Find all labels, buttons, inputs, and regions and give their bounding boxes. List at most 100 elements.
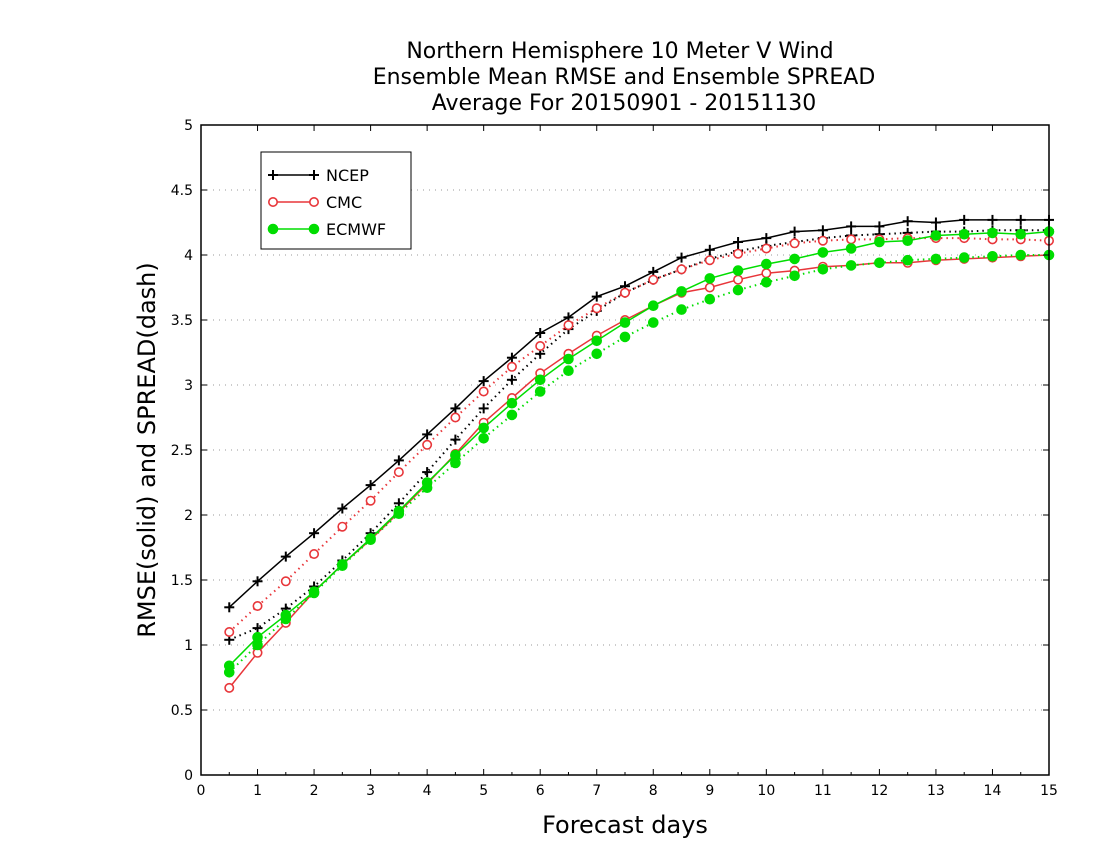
- ncep-rmse-point-0: [224, 602, 235, 613]
- ncep-spread-point-1: [252, 623, 263, 634]
- ecmwf-rmse-point-11: [534, 374, 546, 386]
- ecmwf-spread-point-10: [506, 409, 518, 421]
- x-tick-label-5: 5: [479, 783, 488, 799]
- y-tick-label-1: 0.5: [171, 703, 193, 719]
- y-tick-label-5: 2.5: [171, 443, 193, 459]
- ncep-rmse-point-2: [280, 551, 291, 562]
- y-tick-label-0: 0: [184, 768, 193, 784]
- x-tick-label-1: 1: [253, 783, 262, 799]
- ncep-spread-point-10: [506, 374, 517, 385]
- x-tick-label-11: 11: [814, 783, 832, 799]
- legend-entry-ecmwf: ECMWF: [267, 220, 386, 239]
- ecmwf-spread-point-25: [930, 253, 942, 265]
- ncep-rmse-point-21: [817, 225, 828, 236]
- cmc-spread-point-8: [450, 412, 461, 423]
- ecmwf-rmse-point-3: [308, 586, 320, 598]
- ecmwf-rmse-series: [223, 226, 1055, 672]
- y-tick-label-6: 3: [184, 378, 193, 394]
- ecmwf-spread-point-16: [676, 304, 687, 315]
- x-tick-label-15: 15: [1040, 783, 1058, 799]
- ecmwf-rmse-point-5: [365, 533, 376, 544]
- cmc-spread-point-20: [789, 238, 800, 249]
- x-tick-label-12: 12: [870, 783, 888, 799]
- legend-entry-cmc: CMC: [267, 193, 362, 212]
- ncep-rmse-point-19: [761, 233, 772, 244]
- cmc-spread-point-19: [761, 243, 772, 254]
- ecmwf-rmse-point-10: [506, 397, 518, 409]
- x-axis-label: Forecast days: [542, 811, 708, 839]
- ecmwf-rmse-point-24: [902, 235, 913, 246]
- ecmwf-spread-point-27: [987, 250, 998, 262]
- ncep-rmse-point-13: [591, 291, 602, 302]
- cmc-spread-point-17: [704, 255, 715, 266]
- cmc-spread-point-0: [224, 626, 235, 637]
- ncep-rmse-point-11: [535, 328, 546, 338]
- legend-marker-cmc-b: [308, 197, 319, 208]
- ecmwf-rmse-point-18: [732, 265, 744, 276]
- ecmwf-rmse-point-7: [421, 477, 433, 488]
- ecmwf-rmse-point-6: [393, 505, 405, 517]
- cmc-rmse-point-19: [761, 268, 772, 279]
- cmc-spread-point-22: [846, 234, 857, 245]
- cmc-spread-point-12: [563, 320, 574, 331]
- ecmwf-spread-point-9: [478, 433, 489, 444]
- ecmwf-rmse-point-4: [337, 559, 348, 570]
- y-axis-ticks: 0 0.5 1 1.5 2 2.5 3 3.5 4 4.5 5: [171, 118, 1049, 784]
- ecmwf-rmse-point-0: [223, 660, 235, 672]
- ncep-rmse-point-27: [987, 214, 998, 225]
- legend-marker-ecmwf-a: [267, 223, 279, 235]
- legend-marker-ecmwf-b: [308, 223, 320, 235]
- ncep-spread-series: [224, 225, 1054, 645]
- ncep-rmse-point-7: [422, 429, 433, 440]
- y-tick-label-9: 4.5: [171, 183, 193, 199]
- title-line-1: Northern Hemisphere 10 Meter V Wind: [406, 39, 833, 64]
- ecmwf-rmse-point-21: [817, 247, 829, 258]
- legend-marker-ncep-a: [268, 170, 278, 180]
- ecmwf-spread-point-26: [958, 252, 970, 263]
- ecmwf-rmse-line: [228, 230, 1050, 667]
- ncep-rmse-point-3: [309, 528, 320, 539]
- y-tick-label-2: 1: [184, 638, 193, 654]
- ncep-rmse-point-25: [930, 217, 941, 228]
- cmc-rmse-point-18: [733, 274, 744, 285]
- ecmwf-spread-point-19: [761, 277, 772, 288]
- x-tick-label-9: 9: [705, 783, 714, 799]
- ecmwf-rmse-point-28: [1015, 228, 1027, 240]
- cmc-rmse-point-0: [224, 682, 235, 693]
- legend-entry-ncep: NCEP: [268, 166, 369, 185]
- series-layer: [223, 214, 1055, 693]
- ecmwf-spread-line: [228, 254, 1049, 674]
- ncep-rmse-point-26: [959, 214, 970, 225]
- ncep-spread-point-8: [450, 434, 461, 445]
- ecmwf-rmse-point-27: [987, 227, 998, 239]
- ecmwf-spread-point-28: [1015, 249, 1027, 261]
- ecmwf-spread-point-15: [647, 317, 659, 328]
- title-line-3: Average For 20150901 - 20151130: [432, 91, 817, 116]
- ecmwf-spread-point-11: [534, 386, 546, 397]
- ecmwf-spread-point-21: [817, 264, 829, 275]
- y-tick-label-10: 5: [184, 118, 193, 134]
- y-tick-label-8: 4: [184, 248, 193, 264]
- cmc-spread-point-10: [506, 361, 517, 372]
- ecmwf-rmse-point-23: [874, 236, 885, 248]
- cmc-spread-line: [228, 237, 1050, 633]
- ecmwf-rmse-point-8: [450, 449, 461, 461]
- legend-box: [260, 151, 412, 250]
- x-tick-label-13: 13: [927, 783, 945, 799]
- ecmwf-rmse-point-20: [789, 253, 800, 265]
- legend-marker-cmc-a: [267, 197, 278, 208]
- cmc-spread-point-3: [309, 548, 320, 559]
- legend-label-cmc: CMC: [326, 193, 362, 212]
- x-tick-label-14: 14: [984, 783, 1002, 799]
- cmc-spread-point-5: [365, 495, 376, 506]
- y-tick-label-3: 1.5: [171, 573, 193, 589]
- ecmwf-rmse-point-19: [761, 258, 772, 270]
- legend: NCEP CMC ECMWF: [260, 151, 412, 250]
- ecmwf-spread-point-24: [902, 254, 913, 266]
- ncep-rmse-point-4: [337, 503, 348, 514]
- ecmwf-spread-point-13: [591, 348, 603, 360]
- ncep-rmse-point-6: [393, 455, 404, 466]
- cmc-spread-point-9: [478, 386, 489, 397]
- cmc-spread-point-15: [648, 274, 659, 285]
- ecmwf-spread-point-22: [845, 260, 857, 271]
